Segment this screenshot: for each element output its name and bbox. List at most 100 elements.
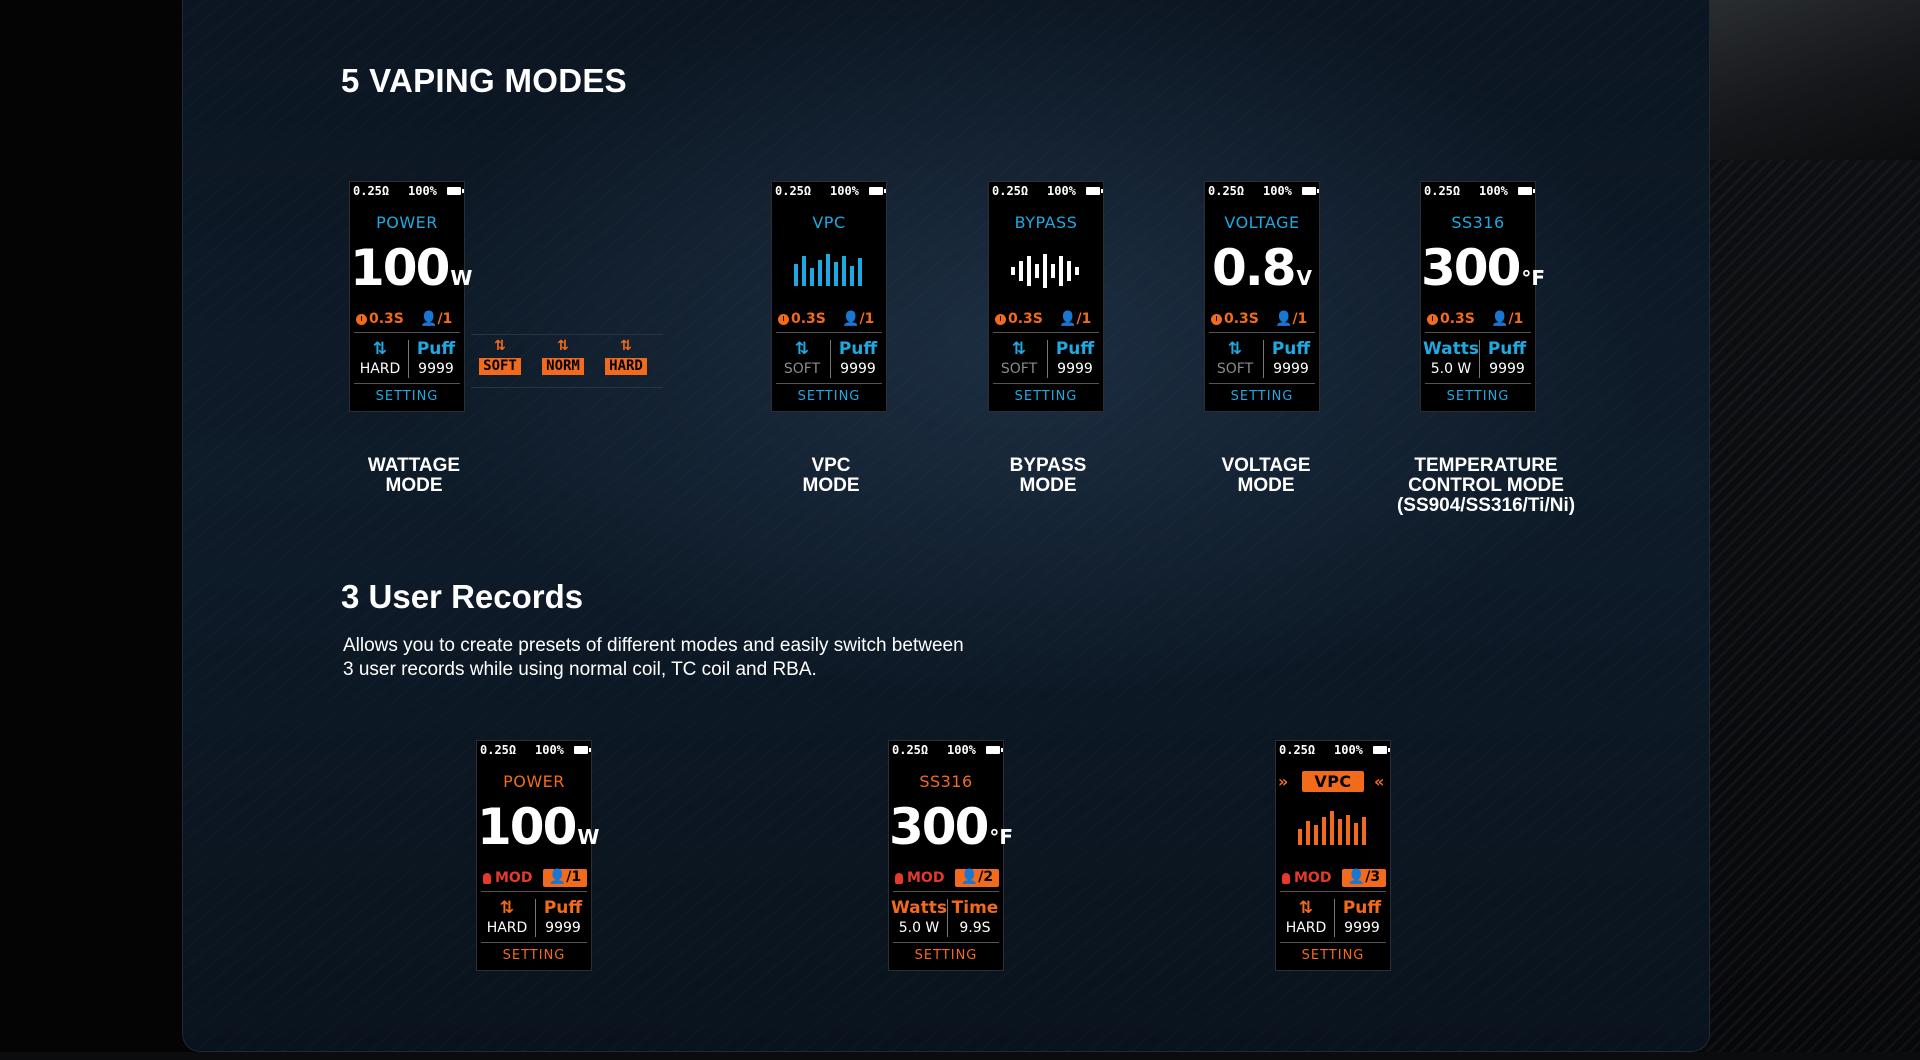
mode-name: SS316 [919, 772, 973, 791]
divider [1334, 899, 1335, 937]
caption-wattage-mode: WATTAGE MODE [314, 456, 514, 496]
arrows-icon: ⇅ [1011, 339, 1027, 359]
divider [481, 891, 587, 892]
user-number: /1 [1508, 311, 1524, 327]
divider [1209, 383, 1315, 384]
battery-percent: 100% [1047, 184, 1076, 198]
setting-label: SETTING [1301, 948, 1365, 963]
battery-percent: 100% [830, 184, 859, 198]
caption-line: BYPASS [1009, 455, 1087, 476]
divider [354, 332, 460, 333]
status-bar: 0.25Ω 100% [1208, 184, 1319, 198]
user-record: 👤/1 [842, 311, 875, 327]
power-level: SOFT [783, 361, 821, 377]
mode-name: BYPASS [1014, 213, 1078, 232]
mod-label: MOD [1294, 870, 1332, 886]
description-line: 3 user records while using normal coil, … [343, 659, 817, 680]
screen-user-record-1: 0.25Ω 100% POWER 100 W MOD 👤/1 ⇅ HARD Puf… [476, 740, 599, 971]
puff-label: Puff [838, 339, 878, 359]
puff-label: Puff [1271, 339, 1311, 359]
user-number: /1 [1076, 311, 1092, 327]
preheat-time: 0.3S [791, 311, 826, 327]
description-line: Allows you to create presets of differen… [343, 635, 964, 656]
mode-name: SS316 [1451, 213, 1505, 232]
battery-percent: 100% [535, 743, 564, 757]
divider [535, 899, 536, 937]
mode-name: POWER [503, 772, 565, 791]
power-level: SOFT [1216, 361, 1254, 377]
value-number: 300 [1421, 239, 1521, 297]
resistance-readout: 0.25Ω [353, 184, 390, 198]
divider [408, 340, 409, 378]
power-value: 100 W [350, 239, 472, 306]
caption-line: (SS904/SS316/Ti/Ni) [1396, 495, 1576, 516]
puff-label: Puff [1487, 339, 1527, 359]
divider [830, 340, 831, 378]
value-number: 100 [350, 239, 450, 297]
power-value: 100 W [477, 798, 599, 865]
caption-line: MODE [385, 475, 443, 496]
screen-user-record-3: 0.25Ω 100% » VPC « MOD 👤/3 ⇅ HARD Puff 9… [1275, 740, 1391, 971]
power-level-norm: ⇅ NORM [538, 338, 588, 375]
resistance-readout: 0.25Ω [1208, 184, 1245, 198]
arrows-icon: ⇅ [794, 339, 810, 359]
power-level-strip: ⇅ SOFT ⇅ NORM ⇅ HARD [471, 334, 663, 388]
value-unit: °F [1521, 266, 1546, 290]
puff-label: Puff [1055, 339, 1095, 359]
records-title: 3 User Records [341, 578, 584, 615]
battery-icon [1302, 187, 1319, 195]
value-unit: W [450, 266, 473, 290]
preheat-time: 0.3S [369, 311, 404, 327]
resistance-readout: 0.25Ω [992, 184, 1029, 198]
battery-icon [1373, 746, 1390, 754]
power-level: SOFT [1000, 361, 1038, 377]
mode-name: VPC [812, 213, 846, 232]
lock-icon [1282, 873, 1290, 884]
power-level: HARD [1285, 920, 1327, 936]
battery-percent: 100% [1263, 184, 1292, 198]
status-bar: 0.25Ω 100% [992, 184, 1103, 198]
user-number: /2 [978, 869, 994, 885]
caption-line: CONTROL MODE [1408, 475, 1564, 496]
screen-bypass-mode: 0.25Ω 100% BYPASS 0.3S 👤/1 ⇅ SOFT Puff 9… [988, 181, 1104, 412]
divider [1280, 891, 1386, 892]
setting-label: SETTING [502, 948, 566, 963]
time-label: Time [951, 898, 999, 918]
arrows-icon: ⇅ [1298, 898, 1314, 918]
mode-name-highlight: VPC [1276, 771, 1390, 792]
battery-percent: 100% [408, 184, 437, 198]
value-number: 300 [889, 798, 989, 856]
clock-icon [356, 314, 367, 325]
arrows-icon: ⇅ [494, 338, 506, 354]
caption-temperature-mode: TEMPERATURE CONTROL MODE (SS904/SS316/Ti… [1386, 456, 1586, 516]
watts-label: Watts [891, 898, 947, 918]
battery-icon [869, 187, 886, 195]
resistance-readout: 0.25Ω [775, 184, 812, 198]
puff-count: 9999 [545, 920, 581, 936]
status-bar: 0.25Ω 100% [1279, 743, 1390, 757]
value-number: 0.8 [1211, 239, 1297, 297]
mod-row: MOD 👤/3 [1276, 869, 1390, 887]
temperature-value: 300 °F [1421, 239, 1545, 306]
puff-count: 9999 [840, 361, 876, 377]
divider [993, 383, 1099, 384]
puff-count: 9999 [1273, 361, 1309, 377]
puff-label: Puff [543, 898, 583, 918]
status-bar: 0.25Ω 100% [480, 743, 591, 757]
preheat-time: 0.3S [1440, 311, 1475, 327]
user-number: /1 [1292, 311, 1308, 327]
power-level-tag: SOFT [479, 358, 521, 375]
chevron-left-icon: « [1374, 772, 1385, 791]
value-unit: °F [989, 825, 1014, 849]
caption-vpc-mode: VPC MODE [731, 456, 931, 496]
divider [1209, 332, 1315, 333]
vpc-bars-icon [794, 252, 866, 290]
divider [1263, 340, 1264, 378]
battery-icon [447, 187, 464, 195]
resistance-readout: 0.25Ω [1279, 743, 1316, 757]
screen-user-record-2: 0.25Ω 100% SS316 300 °F MOD 👤/2 Watts 5.0… [888, 740, 1013, 971]
value-number: 100 [477, 798, 577, 856]
user-number: /1 [859, 311, 875, 327]
temperature-value: 300 °F [889, 798, 1013, 865]
watts-value: 5.0 W [1430, 361, 1472, 377]
